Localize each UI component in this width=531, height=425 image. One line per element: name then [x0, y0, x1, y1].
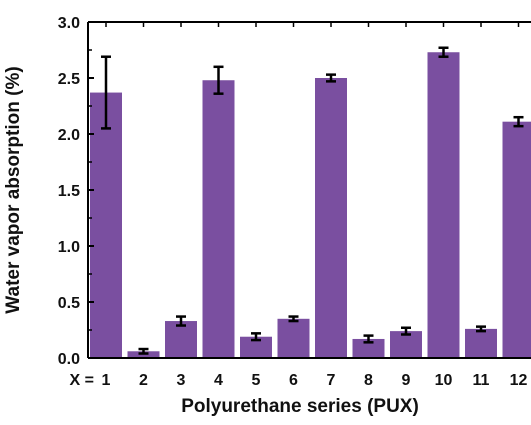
y-tick-label: 2.5 — [58, 71, 80, 88]
bar-7 — [315, 78, 347, 358]
bar-1 — [90, 93, 122, 358]
x-tick-label-3: 3 — [177, 372, 186, 389]
bar-10 — [428, 52, 460, 358]
y-tick-label: 3.0 — [58, 15, 80, 32]
bar-12 — [503, 122, 531, 358]
x-tick-label-1: 1 — [102, 372, 111, 389]
x-category-prefix: X = — [70, 372, 94, 389]
y-tick-label: 2.0 — [58, 127, 80, 144]
y-tick-label: 1.5 — [58, 183, 80, 200]
x-tick-label-9: 9 — [402, 372, 411, 389]
x-tick-label-11: 11 — [473, 372, 490, 389]
x-tick-label-6: 6 — [289, 372, 298, 389]
bar-6 — [278, 319, 310, 358]
x-tick-label-8: 8 — [364, 372, 373, 389]
y-axis-title: Water vapor absorption (%) — [3, 66, 24, 313]
y-tick-label: 1.0 — [58, 239, 80, 256]
error-bar-5 — [251, 333, 261, 340]
x-tick-label-5: 5 — [252, 372, 261, 389]
x-tick-label-12: 12 — [510, 372, 528, 389]
y-tick-label: 0.0 — [58, 351, 80, 368]
x-tick-label-2: 2 — [139, 372, 148, 389]
bar-4 — [203, 80, 235, 358]
y-tick-label: 0.5 — [58, 295, 80, 312]
x-tick-label-7: 7 — [327, 372, 336, 389]
x-axis-title: Polyurethane series (PUX) — [181, 396, 419, 417]
bar-11 — [465, 329, 497, 358]
x-tick-label-10: 10 — [435, 372, 453, 389]
x-tick-label-4: 4 — [214, 372, 223, 389]
